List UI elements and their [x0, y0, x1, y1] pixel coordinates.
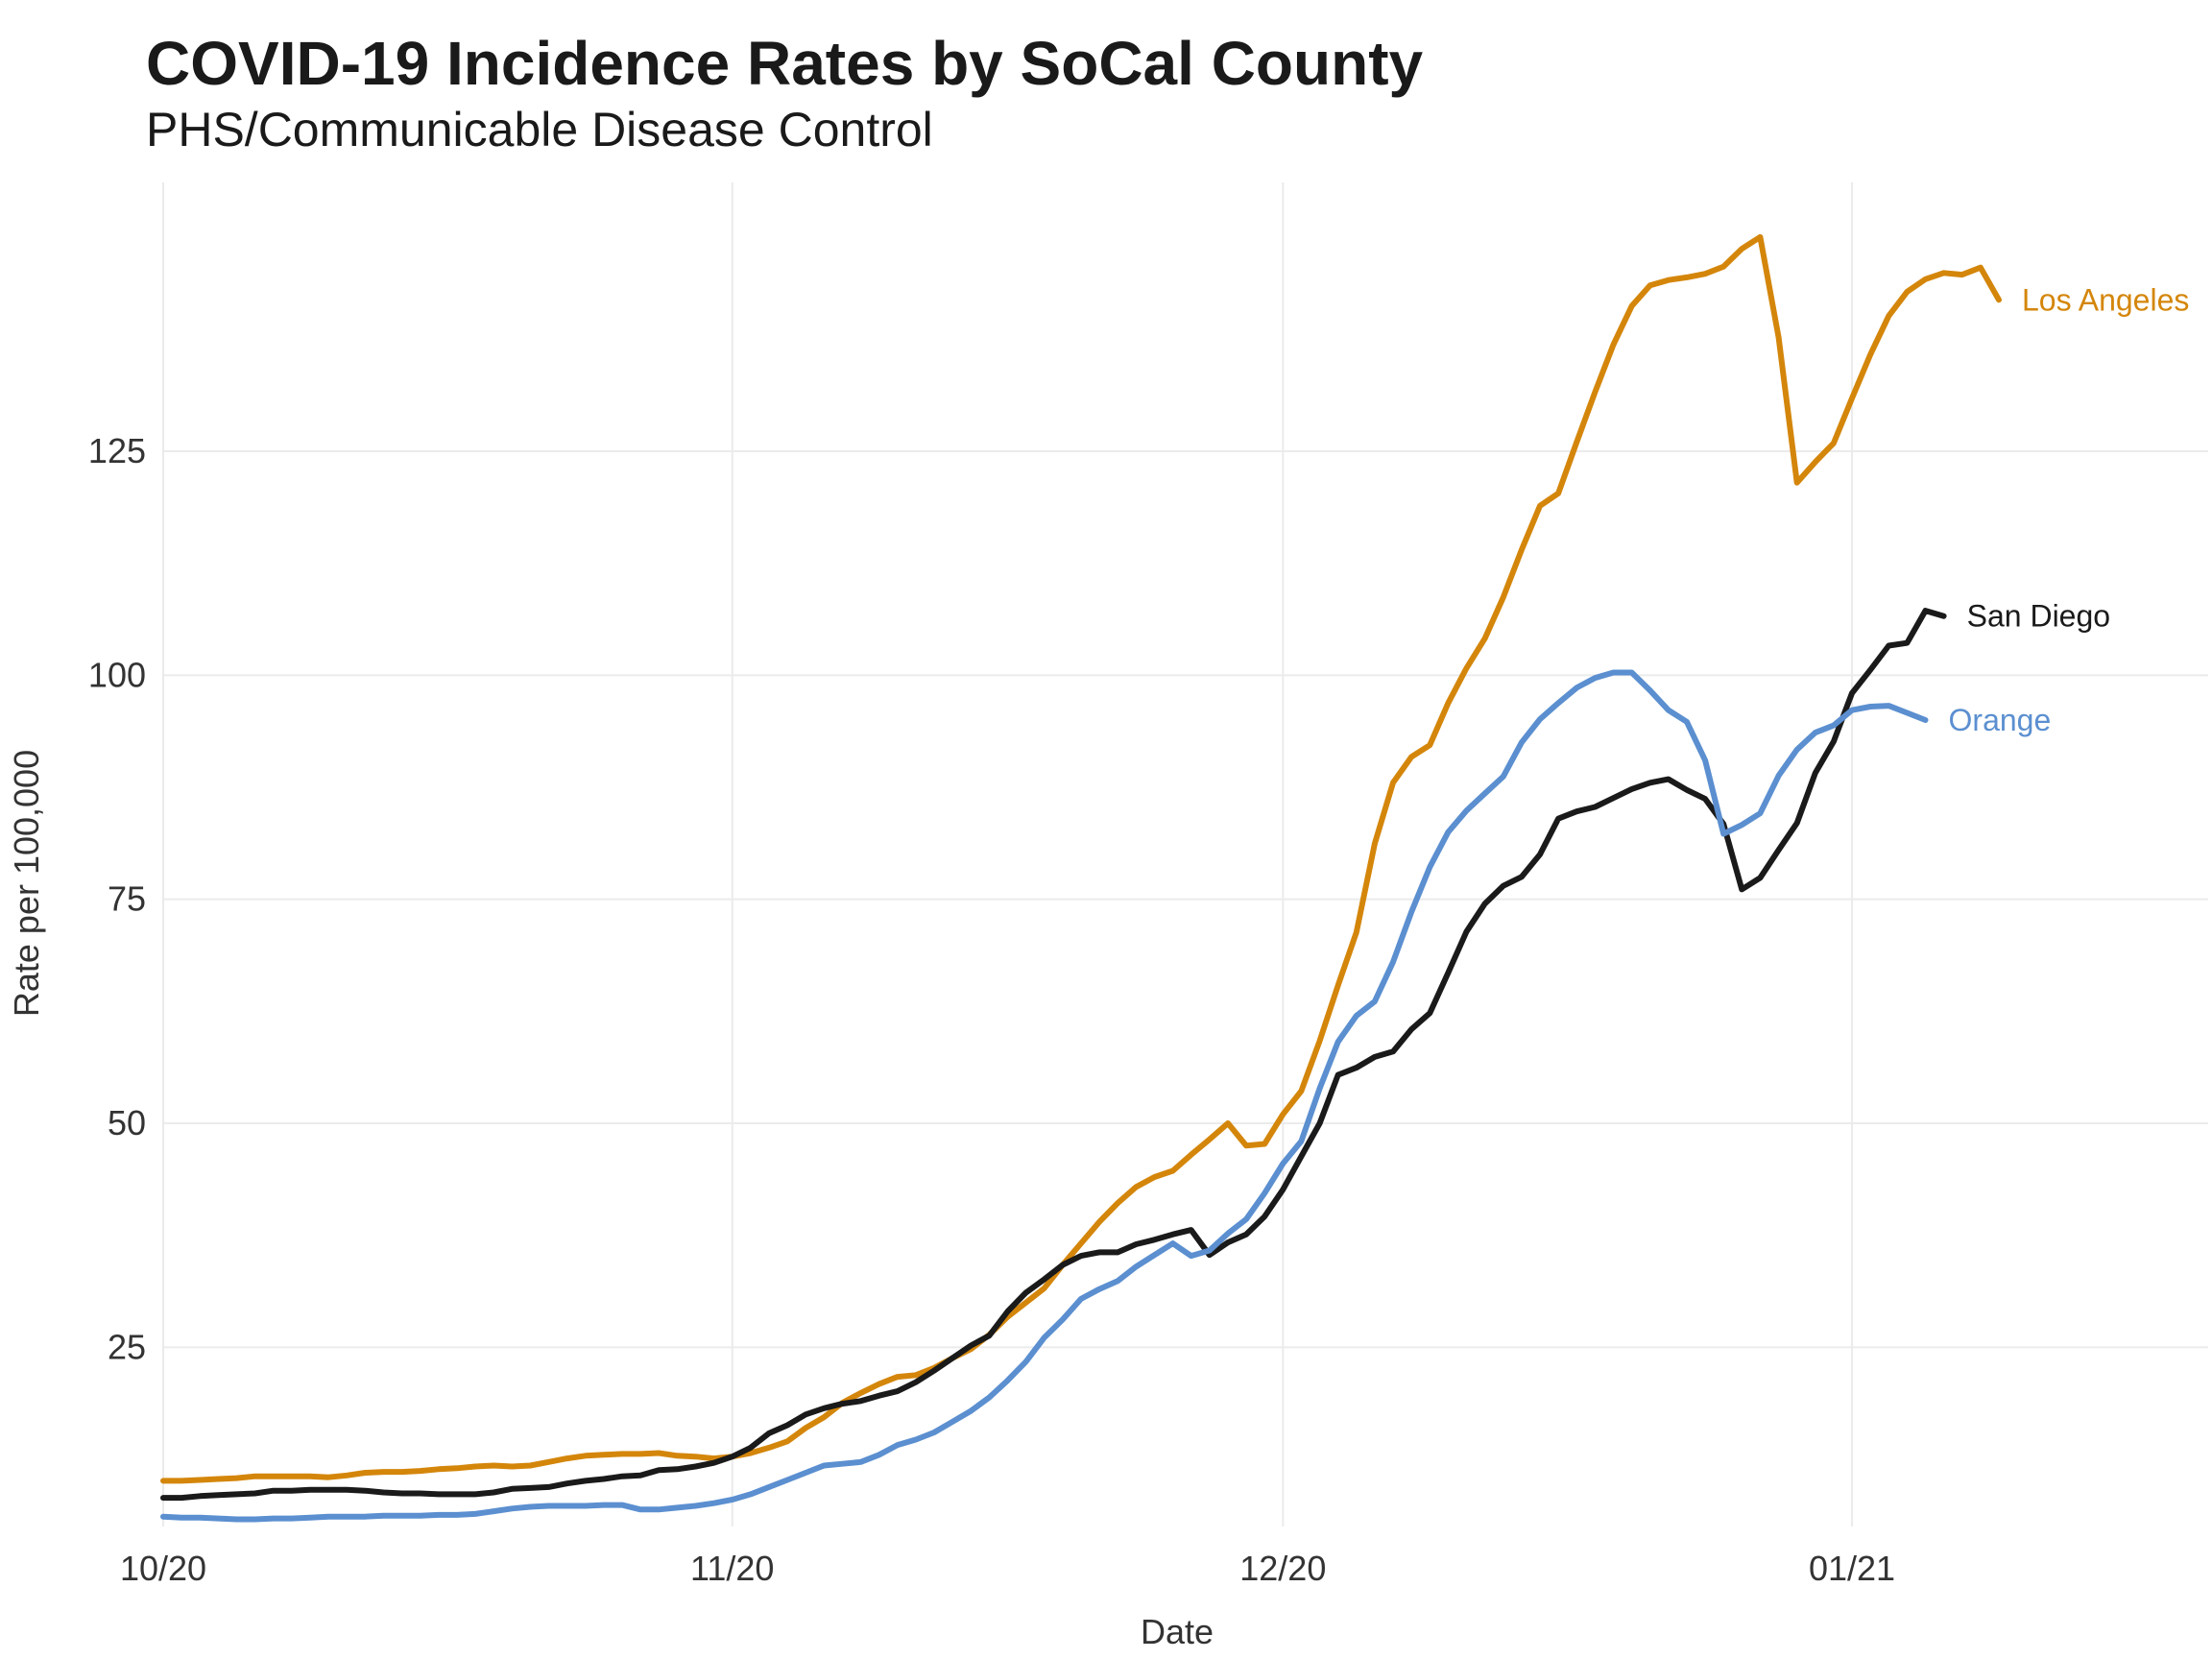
chart-title: COVID-19 Incidence Rates by SoCal County [146, 29, 1424, 98]
y-tick-label: 75 [108, 879, 146, 919]
series-label-san-diego: San Diego [1967, 599, 2110, 634]
series-line-san-diego [160, 608, 1947, 1502]
x-axis-label: Date [1141, 1612, 1214, 1651]
y-tick-label: 25 [108, 1327, 146, 1366]
series-lines [160, 233, 2002, 1523]
series-label-los-angeles: Los Angeles [2022, 282, 2189, 317]
chart-subtitle: PHS/Communicable Disease Control [146, 103, 933, 156]
series-labels: Los Angeles San Diego Orange [1949, 282, 2190, 737]
series-label-orange: Orange [1949, 703, 2052, 737]
y-tick-label: 50 [108, 1103, 146, 1142]
y-axis-label: Rate per 100,000 [7, 750, 46, 1017]
x-tick-label: 12/20 [1239, 1549, 1326, 1588]
y-tick-label: 125 [88, 431, 146, 470]
gridlines [162, 182, 2208, 1527]
x-tick-label: 01/21 [1809, 1549, 1895, 1588]
x-axis-ticks: 10/20 11/20 12/20 01/21 [120, 1549, 1895, 1588]
x-tick-label: 11/20 [690, 1549, 774, 1588]
y-axis-ticks: 25 50 75 100 125 [88, 431, 146, 1366]
x-tick-label: 10/20 [120, 1549, 206, 1588]
series-line-orange [160, 669, 1929, 1523]
series-line-los-angeles [160, 233, 2002, 1484]
y-tick-label: 100 [88, 655, 146, 694]
